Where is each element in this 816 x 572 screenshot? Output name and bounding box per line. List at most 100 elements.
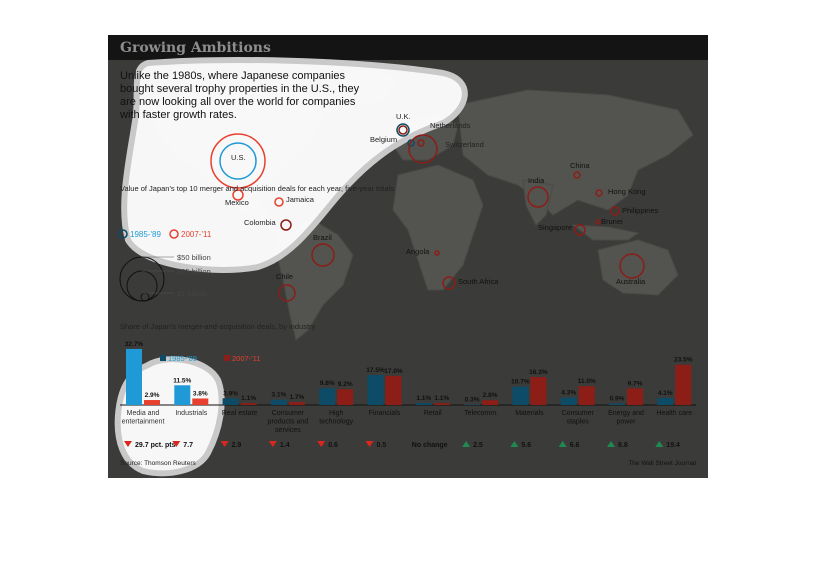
deal-bubble [219, 142, 257, 180]
down-arrow-icon [317, 441, 326, 447]
map-label-philippines: Philippines [622, 206, 659, 215]
value-label-b: 1.1% [434, 395, 449, 402]
value-label-a: 10.7% [511, 379, 530, 386]
up-arrow-icon [510, 441, 519, 447]
credit-note: The Wall Street Journal [628, 460, 696, 467]
map-label-south-africa: South Africa [458, 277, 499, 286]
value-label-a: 4.1% [658, 390, 673, 397]
legend-size-label: $50 billion [177, 253, 211, 262]
deal-bubble [573, 171, 581, 179]
value-label-a: 0.9% [610, 395, 625, 402]
category-label: Financials [369, 410, 401, 417]
value-label-a: 1.1% [416, 395, 431, 402]
legend-size-label: $1 billion [177, 289, 207, 298]
deal-bubble [280, 219, 292, 231]
bar-2007-11 [530, 377, 547, 405]
change-label: 2.9 [232, 442, 242, 449]
value-label-b: 2.9% [145, 392, 160, 399]
map-label-mexico: Mexico [225, 198, 249, 207]
map-label-angola: Angola [406, 247, 430, 256]
asia-shape [457, 89, 694, 216]
bar-2007-11 [288, 402, 305, 405]
highlight-intro-region [121, 57, 468, 273]
change-label: 7.7 [183, 442, 193, 449]
deal-bubble [232, 189, 244, 201]
change-label: 19.4 [666, 442, 680, 449]
bar-2007-11 [433, 403, 450, 405]
category-label: Consumer staples [562, 410, 595, 426]
bar-1985-89 [174, 385, 191, 405]
bar-1985-89 [319, 388, 336, 405]
bar-2007-11 [192, 398, 209, 405]
down-arrow-icon [124, 441, 132, 447]
value-label-a: 17.5% [366, 367, 385, 374]
value-label-b: 1.1% [241, 395, 256, 402]
bar-2007-11 [240, 403, 257, 405]
category-label: High technology [319, 410, 353, 426]
africa-shape [392, 164, 484, 291]
bar-2007-11 [144, 400, 160, 405]
value-label-b: 3.8% [193, 390, 208, 397]
up-arrow-icon [655, 441, 664, 447]
value-label-a: 32.7% [125, 341, 144, 348]
bar-1985-89 [415, 403, 432, 405]
change-label: 29.7 pct. pts [135, 442, 176, 449]
industry-bar-chart: Share of Japan's merger-and-acquisition … [120, 322, 697, 467]
change-label: 8.8 [618, 442, 628, 449]
map-label-jamaica: Jamaica [286, 195, 315, 204]
bar-1985-89 [367, 375, 384, 405]
value-label-b: 9.2% [338, 381, 353, 388]
category-label: Telecomm. [464, 410, 498, 417]
deal-bubble [396, 123, 410, 137]
legend-swatch-a [118, 229, 128, 239]
map-label-singapore: Singapore [538, 223, 572, 232]
map-label-u-k-: U.K. [396, 112, 411, 121]
category-label: Health care [656, 410, 692, 417]
value-label-b: 1.7% [289, 394, 304, 401]
bar-2007-11 [482, 400, 499, 405]
deal-bubble [619, 253, 645, 279]
deal-bubble [408, 134, 438, 164]
map-label-brunei: Brunei [601, 217, 623, 226]
down-arrow-icon [220, 441, 229, 447]
south-america-shape [275, 219, 354, 341]
deal-bubble [610, 206, 620, 216]
change-label: 0.5 [377, 442, 387, 449]
bar-2007-11 [385, 375, 402, 405]
bar-2007-11 [675, 364, 692, 405]
title-bar: Growing Ambitions [108, 35, 708, 60]
change-label: 1.4 [280, 442, 290, 449]
value-label-b: 9.7% [628, 380, 643, 387]
value-label-b: 17.0% [384, 368, 403, 375]
bar-1985-89 [270, 399, 287, 405]
chart-canvas: U.K. Netherlands Belgium Switzerland U.S. Mex… [114, 57, 697, 477]
deal-bubble [278, 284, 296, 302]
deal-bubble [417, 139, 425, 147]
bar-legend-label-b: 2007-'11 [232, 354, 260, 363]
down-arrow-icon [268, 441, 277, 447]
legend-heading: Value of Japan's top 10 merger and acqui… [120, 184, 394, 193]
highlight-overlay [114, 57, 468, 477]
map-markers: U.K. Netherlands Belgium Switzerland U.S. Mex… [210, 112, 659, 302]
map-legend: Value of Japan's top 10 merger and acqui… [118, 184, 394, 302]
value-label-a: 9.8% [320, 380, 335, 387]
category-label: Energy and power [608, 410, 644, 426]
value-label-b: 2.8% [483, 392, 498, 399]
legend-label-b: 2007-'11 [181, 230, 212, 239]
deal-bubble [398, 125, 408, 135]
highlight-bars-region [114, 356, 225, 477]
graphic-title: Growing Ambitions [120, 40, 271, 56]
bar-1985-89 [222, 398, 239, 405]
deal-bubble [407, 139, 415, 147]
value-label-a: 0.3% [465, 396, 480, 403]
category-label: Consumer products and services [268, 410, 309, 434]
deal-bubble [434, 250, 440, 256]
change-label: 6.6 [570, 442, 580, 449]
map-label-china: China [570, 161, 590, 170]
change-label: 0.6 [328, 442, 338, 449]
value-label-b: 11.0% [578, 378, 596, 385]
intro-text: Unlike the 1980s, where Japanese compani… [120, 70, 360, 121]
map-label-u-s-: U.S. [231, 153, 246, 162]
bar-2007-11 [627, 388, 643, 405]
bar-1985-89 [609, 403, 625, 405]
